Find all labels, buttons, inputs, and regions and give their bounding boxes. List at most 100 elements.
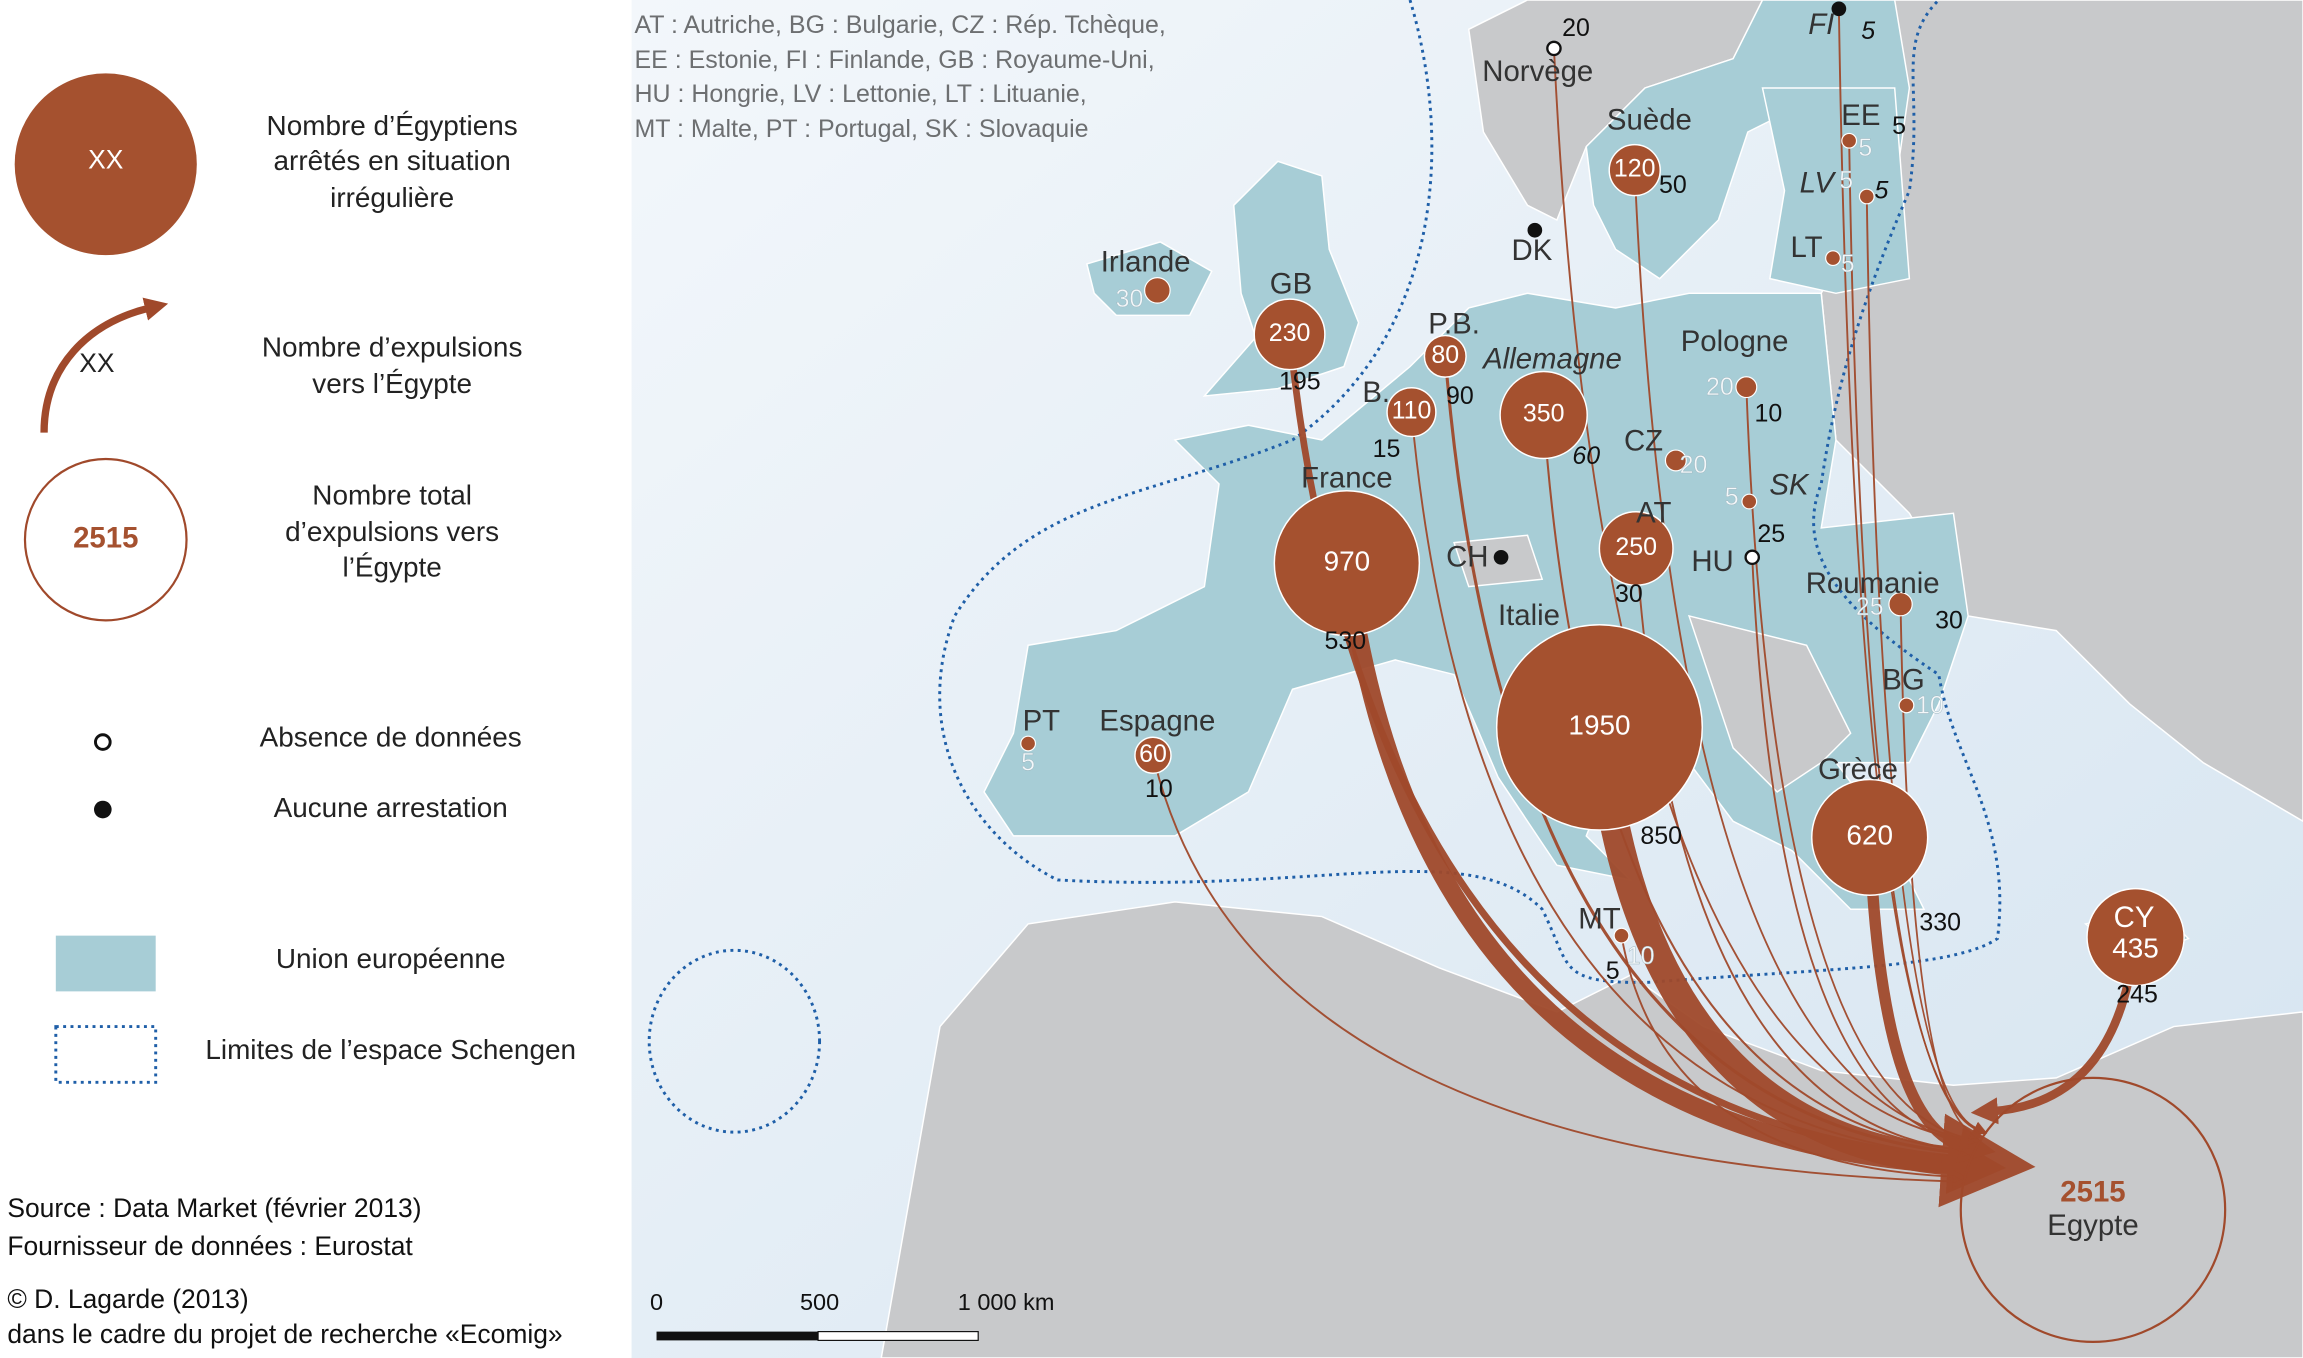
arrest-circle bbox=[1495, 624, 1704, 831]
country-label: CZ bbox=[1624, 425, 1663, 458]
eu-ireland bbox=[1085, 241, 1213, 317]
legend: XX Nombre d’Égyptiens arrêtés en situati… bbox=[7, 73, 576, 1349]
country-label: Pologne bbox=[1681, 325, 1789, 358]
expulsion-arrow bbox=[1542, 414, 1976, 1157]
arrest-number: 30 bbox=[1116, 285, 1144, 313]
expelled-number: 330 bbox=[1919, 909, 1961, 937]
country-label: SK bbox=[1769, 469, 1810, 502]
arrest-number: 10 bbox=[1627, 942, 1655, 970]
arrest-number: 20 bbox=[1706, 373, 1734, 401]
country-label: PT bbox=[1023, 705, 1061, 738]
schengen-canaries bbox=[647, 948, 822, 1134]
expulsion-arrow bbox=[1584, 725, 2036, 1208]
abbreviation: MT : Malte, PT : Portugal, SK : Slovaqui… bbox=[634, 115, 1088, 143]
destination-total: 2515 bbox=[2060, 1176, 2125, 1209]
expelled-number: 245 bbox=[2116, 980, 2158, 1008]
arrest-circle bbox=[1273, 490, 1421, 637]
arrest-number: 5 bbox=[1841, 250, 1855, 278]
arrest-circle bbox=[1134, 736, 1172, 774]
expelled-number: 5 bbox=[1875, 177, 1889, 205]
expelled-number: 20 bbox=[1562, 14, 1590, 42]
arrest-circle bbox=[1811, 778, 1929, 896]
arrest-number: 10 bbox=[1916, 691, 1944, 719]
arrest-circle bbox=[1253, 298, 1326, 371]
arrest-circle bbox=[1608, 143, 1661, 197]
arrest-number: 20 bbox=[1680, 451, 1708, 479]
country-label: FI bbox=[1808, 8, 1834, 41]
country-label: Irlande bbox=[1101, 246, 1191, 279]
source: Source : Data Market (février 2013) bbox=[7, 1193, 421, 1223]
country-label: AT bbox=[1636, 497, 1671, 530]
schengen-limit bbox=[938, 0, 2002, 985]
country-label: Norvège bbox=[1482, 55, 1593, 88]
arrest-circle bbox=[1858, 188, 1875, 205]
arrest-circle bbox=[1741, 493, 1758, 510]
no-arrest-dot bbox=[1831, 1, 1847, 17]
expelled-number: 30 bbox=[1615, 580, 1643, 608]
arrest-number: 60 bbox=[1139, 740, 1167, 768]
expelled-number: 30 bbox=[1935, 606, 1963, 634]
expulsion-arrow bbox=[1552, 48, 1981, 1148]
scale-label: 0 bbox=[650, 1289, 663, 1315]
arrest-number: 5 bbox=[1021, 749, 1035, 777]
expelled-number: 5 bbox=[1892, 112, 1906, 140]
abbreviation: EE : Estonie, FI : Finlande, GB : Royaum… bbox=[634, 46, 1154, 74]
legend-text: Aucune arrestation bbox=[274, 792, 508, 823]
no-arrest-dot bbox=[1527, 222, 1543, 238]
arrest-circle bbox=[1423, 334, 1467, 378]
country-label: P.B. bbox=[1428, 307, 1480, 340]
arrest-circle bbox=[2086, 887, 2185, 987]
arrest-number: 80 bbox=[1431, 341, 1459, 369]
no-arrest-dot bbox=[1493, 549, 1509, 565]
country-label: CY bbox=[2114, 901, 2155, 934]
expulsion-arrow bbox=[1899, 604, 1984, 1140]
arrest-number: 120 bbox=[1614, 155, 1656, 183]
country-label: France bbox=[1301, 461, 1392, 494]
destination-circle bbox=[1959, 1076, 2227, 1343]
source: © D. Lagarde (2013) bbox=[7, 1284, 248, 1314]
country-label: Suède bbox=[1607, 103, 1692, 136]
country-label: Roumanie bbox=[1806, 567, 1940, 600]
arrest-circle bbox=[1499, 370, 1588, 460]
legend-text: Union européenne bbox=[276, 943, 506, 974]
scale-bar: 0 500 1 000 km bbox=[650, 1289, 1054, 1341]
country-label: DK bbox=[1512, 234, 1553, 267]
arrest-number: 230 bbox=[1269, 319, 1311, 347]
country-label: B. bbox=[1362, 376, 1390, 409]
legend-text: l’Égypte bbox=[343, 551, 442, 582]
scale-bar-white bbox=[817, 1331, 979, 1341]
legend-schengen-swatch bbox=[54, 1025, 158, 1084]
legend-arrow bbox=[40, 297, 169, 433]
expelled-number: 50 bbox=[1659, 171, 1687, 199]
arrest-circle bbox=[1613, 927, 1630, 944]
expelled-number: 195 bbox=[1279, 367, 1321, 395]
scale-label: 500 bbox=[800, 1289, 839, 1315]
country-label: Grèce bbox=[1818, 753, 1898, 786]
arrest-number: 350 bbox=[1523, 400, 1565, 428]
arrest-number: 620 bbox=[1846, 820, 1893, 851]
expelled-number: 10 bbox=[1145, 775, 1173, 803]
country-label: EE bbox=[1841, 99, 1880, 132]
scale-bar-black bbox=[656, 1331, 819, 1341]
arrest-number: 970 bbox=[1324, 546, 1371, 577]
expelled-number: 90 bbox=[1446, 382, 1474, 410]
no-data-dot bbox=[1744, 549, 1761, 566]
expulsion-arrow bbox=[1864, 837, 1996, 1164]
expelled-number: 25 bbox=[1757, 520, 1785, 548]
abbreviation: AT : Autriche, BG : Bulgarie, CZ : Rép. … bbox=[634, 11, 1165, 39]
expulsion-arrow bbox=[1620, 935, 1967, 1184]
eu-baltic bbox=[1761, 87, 1911, 295]
arrest-circle bbox=[1144, 277, 1171, 304]
expelled-number: 10 bbox=[1754, 400, 1782, 428]
destination: 2515 Egypte bbox=[1959, 1076, 2227, 1343]
arrest-number: 5 bbox=[1858, 134, 1872, 162]
destination-label: Egypte bbox=[2047, 1209, 2138, 1242]
expelled-number: 850 bbox=[1640, 822, 1682, 850]
legend-filled-dot bbox=[94, 800, 112, 819]
arrest-circle bbox=[1888, 591, 1913, 617]
country-label: CH bbox=[1446, 541, 1488, 574]
source: dans le cadre du projet de recherche «Ec… bbox=[7, 1319, 562, 1349]
expulsion-arrow bbox=[1152, 755, 1966, 1189]
